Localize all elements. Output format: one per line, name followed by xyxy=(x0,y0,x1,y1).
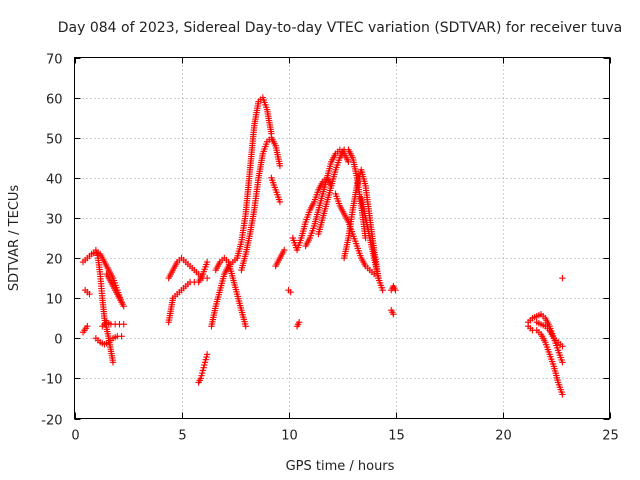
data-point xyxy=(392,286,399,294)
plot-frame xyxy=(74,57,610,419)
data-point xyxy=(559,274,566,282)
x-tick-label: 15 xyxy=(388,429,405,444)
y-tick-label: 40 xyxy=(46,173,63,188)
data-point xyxy=(120,302,127,310)
y-tick-label: 20 xyxy=(46,253,63,268)
data-point xyxy=(242,323,249,330)
data-point xyxy=(559,343,566,350)
y-tick-label: 60 xyxy=(46,93,63,108)
data-point xyxy=(559,359,566,366)
data-point xyxy=(296,319,303,326)
y-tick-label: 70 xyxy=(46,53,63,68)
y-tick-label: 30 xyxy=(46,213,63,228)
x-tick-label: 10 xyxy=(281,429,298,444)
data-point xyxy=(203,274,211,282)
x-axis-label: GPS time / hours xyxy=(286,459,395,474)
y-tick-label: -20 xyxy=(41,414,62,429)
y-tick-label: 10 xyxy=(46,293,63,308)
data-point xyxy=(390,311,397,318)
y-tick-label: 50 xyxy=(46,133,63,148)
data-point xyxy=(84,323,91,330)
x-tick-label: 20 xyxy=(495,429,512,444)
y-axis-label: SDTVAR / TECUs xyxy=(7,185,22,292)
data-point xyxy=(379,286,386,294)
data-point xyxy=(109,359,117,366)
data-point xyxy=(203,258,211,266)
data-point xyxy=(281,246,288,254)
chart-title: Day 084 of 2023, Sidereal Day-to-day VTE… xyxy=(58,20,622,36)
x-tick-label: 25 xyxy=(602,429,619,444)
data-point xyxy=(276,198,284,206)
data-point xyxy=(86,290,93,298)
y-tick-label: -10 xyxy=(41,373,62,388)
data-point xyxy=(203,351,211,358)
axis-ticks: 0 5 10 15 20 25 -20 -10 0 10 20 30 40 50 60 70 xyxy=(41,53,619,444)
y-tick-label: 0 xyxy=(54,333,62,348)
data-point xyxy=(120,321,127,328)
data-point xyxy=(276,162,284,169)
x-tick-label: 5 xyxy=(178,429,186,444)
data-point xyxy=(118,333,125,340)
data-point xyxy=(559,391,566,398)
data-points xyxy=(79,94,566,398)
data-point xyxy=(287,288,294,296)
x-tick-label: 0 xyxy=(71,429,79,444)
grid xyxy=(74,57,610,419)
